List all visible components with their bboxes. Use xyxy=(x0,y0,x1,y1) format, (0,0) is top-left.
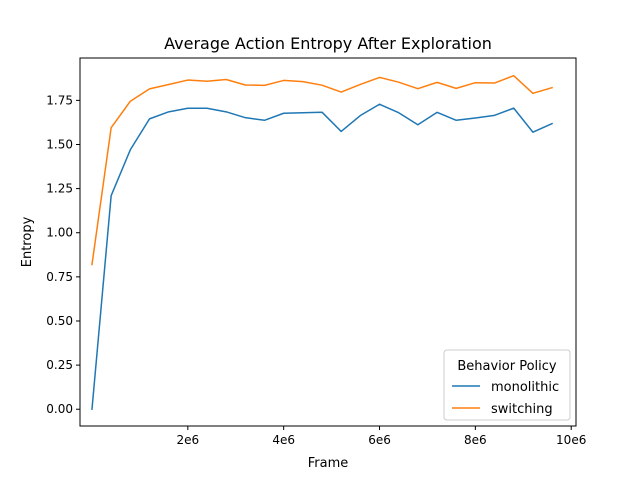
series-line-switching xyxy=(91,74,553,266)
legend-label-monolithic: monolithic xyxy=(491,380,559,395)
legend: Behavior Policy monolithic switching xyxy=(443,349,571,421)
y-axis-label: Entropy xyxy=(20,216,35,267)
y-tick-label: 1.00 xyxy=(46,226,73,240)
chart-title: Average Action Entropy After Exploration xyxy=(164,34,492,53)
series-line-monolithic xyxy=(91,103,554,411)
y-tick-label: 1.25 xyxy=(46,182,73,196)
x-tick-label: 4e6 xyxy=(272,433,295,447)
x-axis-label: Frame xyxy=(308,456,349,471)
plot-frame xyxy=(79,57,577,427)
x-tick-label: 6e6 xyxy=(368,433,391,447)
legend-title: Behavior Policy xyxy=(457,359,557,374)
y-tick-label: 1.75 xyxy=(46,93,73,107)
y-tick-label: 0.00 xyxy=(46,402,73,416)
x-tick-label: 8e6 xyxy=(464,433,487,447)
axis-ticks: 2e6 4e6 6e6 8e6 10e6 0.00 0.25 0.50 0.75 1.00 1.25… xyxy=(46,93,586,447)
legend-label-switching: switching xyxy=(491,402,553,417)
y-tick-label: 1.50 xyxy=(46,137,73,151)
x-tick-label: 2e6 xyxy=(176,433,199,447)
x-tick-label: 10e6 xyxy=(556,433,586,447)
y-tick-label: 0.50 xyxy=(46,314,73,328)
y-tick-label: 0.25 xyxy=(46,358,73,372)
legend-box xyxy=(443,349,571,421)
series-lines xyxy=(91,74,554,411)
y-tick-label: 0.75 xyxy=(46,270,73,284)
